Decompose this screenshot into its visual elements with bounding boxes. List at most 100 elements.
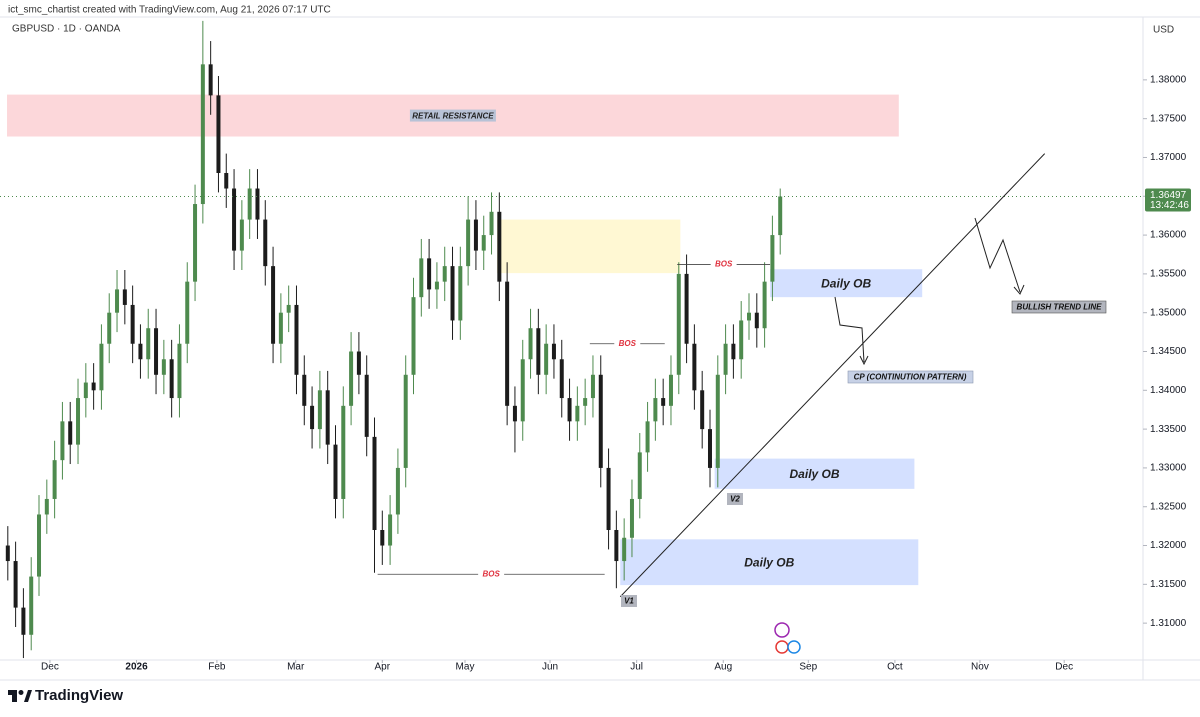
- event-icon[interactable]: [774, 622, 790, 638]
- candle-body: [239, 219, 244, 251]
- annotation: V1: [624, 597, 634, 606]
- y-tick-label: 1.33000: [1150, 463, 1187, 474]
- candle-body: [388, 514, 393, 546]
- candle-body: [505, 281, 510, 406]
- x-tick-label: Jun: [542, 662, 558, 673]
- candle-body: [473, 219, 478, 251]
- candle-body: [44, 498, 49, 515]
- candle-body: [286, 304, 291, 313]
- candle-body: [200, 64, 205, 205]
- candle-body: [411, 297, 416, 375]
- arrow: [974, 217, 1025, 295]
- candle-body: [676, 273, 681, 375]
- candle-body: [434, 281, 439, 290]
- candle-body: [255, 188, 260, 220]
- candle-body: [442, 266, 447, 282]
- cp-box: [847, 370, 974, 384]
- candle-body: [60, 421, 65, 461]
- event-icon[interactable]: [787, 640, 801, 654]
- candle-body: [224, 172, 229, 189]
- candle-body: [536, 328, 541, 375]
- candle-body: [13, 561, 18, 608]
- zone: [496, 219, 681, 274]
- zones: RETAIL RESISTANCE Daily OB Daily OB Daily O…: [7, 94, 923, 586]
- candle-body: [746, 312, 751, 321]
- bos-label: BOS: [482, 569, 500, 578]
- candle-body: [52, 460, 57, 499]
- candle-body: [310, 405, 315, 430]
- candle-body: [380, 530, 385, 546]
- candle-body: [115, 289, 120, 313]
- logo-mark: [12, 690, 17, 702]
- y-tick-label: 1.37000: [1150, 152, 1187, 163]
- candle-body: [216, 95, 221, 173]
- trend-line: [619, 153, 1046, 598]
- candle-body: [294, 304, 299, 375]
- y-tick-label: 1.37500: [1150, 113, 1187, 124]
- arrow: [834, 296, 869, 366]
- candle-body: [364, 374, 369, 437]
- candle-body: [247, 188, 252, 220]
- candle-body: [544, 343, 549, 375]
- candle-body: [450, 266, 455, 321]
- candle-body: [325, 390, 330, 445]
- candle-body: [707, 429, 712, 468]
- x-tick-label: Oct: [887, 662, 903, 673]
- candle-body: [372, 436, 377, 531]
- event-icon[interactable]: [775, 640, 789, 654]
- x-tick-label: Nov: [971, 662, 989, 673]
- bos-label: BOS: [619, 339, 637, 348]
- candle-body: [583, 398, 588, 406]
- candle-body: [661, 398, 666, 406]
- price-tag-countdown: 13:42:46: [1150, 200, 1189, 211]
- candle-body: [559, 359, 564, 399]
- candle-body: [356, 351, 361, 375]
- logo-mark: [24, 690, 32, 702]
- annotation: BULLISH TREND LINE: [1017, 303, 1103, 312]
- zone: [620, 539, 919, 586]
- candle-body: [528, 328, 533, 360]
- candle-body: [91, 382, 96, 391]
- zone-label: Daily OB: [744, 555, 794, 569]
- logo-mark: [18, 690, 24, 695]
- candle-body: [232, 188, 237, 251]
- candle-body: [76, 398, 81, 445]
- zone-label: RETAIL RESISTANCE: [412, 112, 494, 121]
- candle-body: [762, 281, 767, 329]
- candle-body: [684, 273, 689, 344]
- candle-body: [263, 219, 268, 267]
- candle-body: [575, 405, 580, 422]
- candle-body: [590, 374, 595, 399]
- y-tick-label: 1.36000: [1150, 230, 1187, 241]
- candle-body: [489, 211, 494, 236]
- candle-body: [739, 320, 744, 360]
- candle-body: [83, 382, 88, 399]
- zone-label: Daily OB: [790, 467, 840, 481]
- candle-body: [723, 343, 728, 375]
- candle-body: [122, 289, 127, 305]
- candle-body: [177, 343, 182, 399]
- x-tick-label: Jul: [630, 662, 643, 673]
- logo-text: TradingView: [35, 687, 123, 704]
- candle-body: [466, 219, 471, 267]
- y-tick-label: 1.34500: [1150, 346, 1187, 357]
- y-tick-label: 1.34000: [1150, 385, 1187, 396]
- plot: BOS BOS BOS: [0, 20, 1143, 659]
- logo: TradingView: [8, 687, 123, 704]
- x-tick-label: Dec: [41, 662, 59, 673]
- candle-body: [341, 405, 346, 499]
- candle-body: [37, 514, 42, 577]
- y-tick-label: 1.32500: [1150, 501, 1187, 512]
- candle-body: [427, 258, 432, 290]
- candle-body: [107, 312, 112, 344]
- candle-body: [497, 211, 502, 282]
- candle-body: [5, 545, 10, 562]
- candle-body: [692, 343, 697, 391]
- y-tick-label: 1.31500: [1150, 579, 1187, 590]
- candle-body: [520, 359, 525, 422]
- candle-body: [68, 421, 73, 445]
- candle-body: [130, 304, 135, 344]
- candle-body: [637, 452, 642, 499]
